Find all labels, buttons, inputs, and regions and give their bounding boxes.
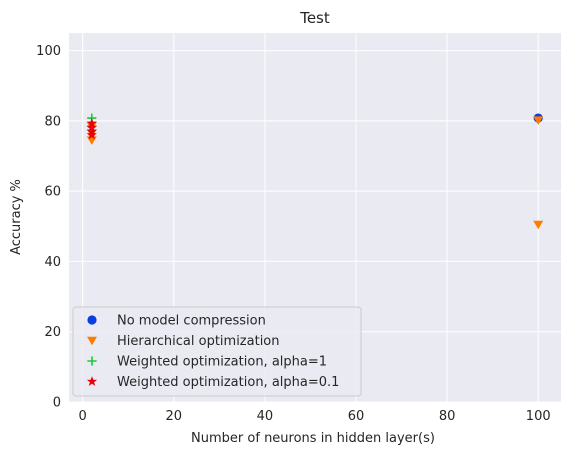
x-tick-label: 0 (79, 409, 87, 424)
x-tick-label: 60 (348, 409, 365, 424)
data-point (533, 116, 544, 125)
x-axis-label: Number of neurons in hidden layer(s) (191, 431, 435, 446)
legend-marker (86, 376, 98, 386)
legend-entry: No model compression (117, 314, 266, 329)
data-points (86, 113, 544, 230)
legend-marker (87, 315, 97, 325)
legend-marker (87, 356, 97, 366)
y-axis-label: Accuracy % (9, 179, 24, 255)
y-tick-labels: 0 20 40 60 80 100 (36, 44, 61, 410)
x-tick-labels: 0 20 40 60 80 100 (79, 409, 551, 424)
chart-title: Test (299, 9, 330, 27)
legend: No model compression Hierarchical optimiz… (72, 306, 362, 397)
legend-entry: Weighted optimization, alpha=1 (117, 355, 327, 370)
y-tick-label: 40 (44, 255, 61, 270)
y-tick-label: 100 (36, 44, 61, 59)
x-tick-label: 100 (526, 409, 551, 424)
data-point (533, 220, 544, 230)
legend-marker (87, 336, 97, 346)
y-tick-label: 0 (53, 396, 61, 411)
x-tick-label: 80 (439, 409, 456, 424)
x-tick-label: 40 (257, 409, 274, 424)
y-tick-label: 20 (44, 325, 61, 340)
legend-entry: Hierarchical optimization (117, 334, 280, 349)
legend-entry: Weighted optimization, alpha=0.1 (117, 375, 339, 390)
x-tick-label: 20 (166, 409, 183, 424)
data-point (86, 129, 97, 140)
y-tick-label: 80 (44, 114, 61, 129)
y-tick-label: 60 (44, 185, 61, 200)
legend-box (72, 306, 362, 397)
